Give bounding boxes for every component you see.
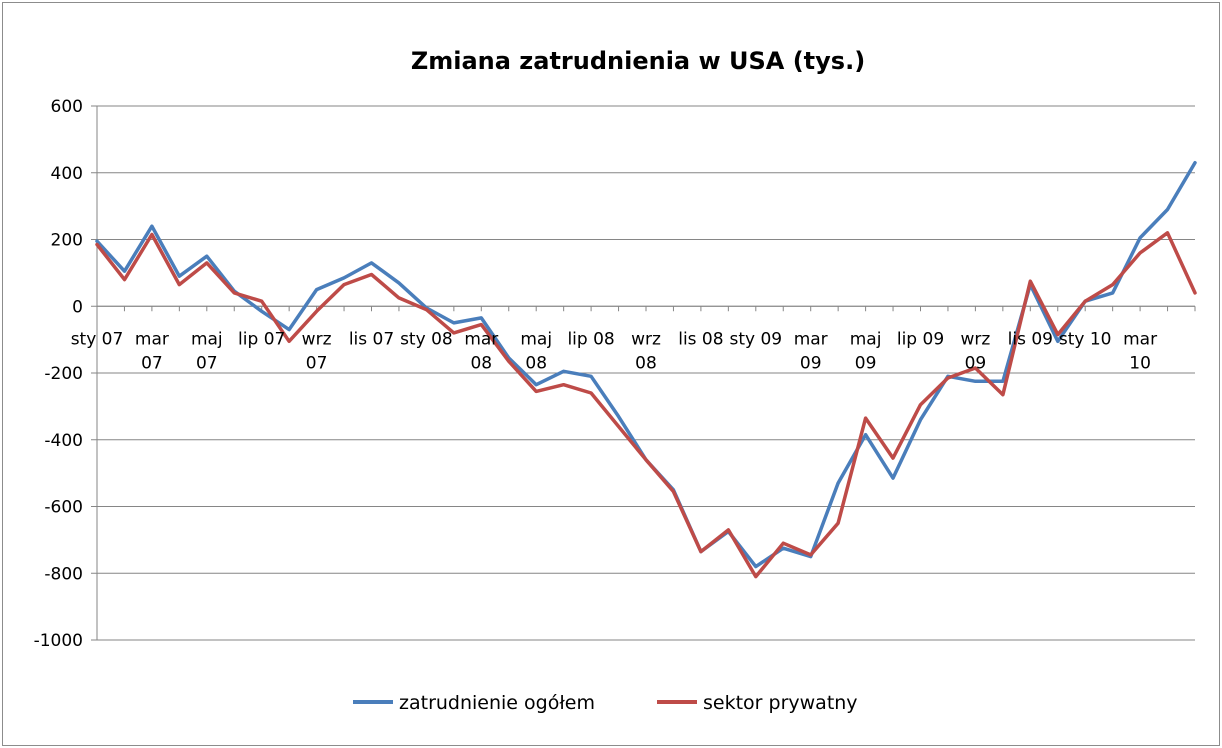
legend-label: sektor prywatny	[703, 692, 858, 714]
y-axis-tick-labels: 600 400 200 0 -200 -400 -600 -800 -1000	[34, 97, 83, 651]
y-tick-label: 400	[51, 164, 83, 184]
x-tick-label: sty 08	[400, 329, 453, 349]
legend-label: zatrudnienie ogółem	[399, 692, 595, 714]
legend-item-1: zatrudnienie ogółem	[353, 692, 595, 714]
x-tick-label: wrz 09	[960, 329, 990, 373]
x-axis-tick-labels: sty 07 mar 07 maj 07 lip 07 wrz 07 lis 07 sty 08 m…	[71, 329, 1157, 373]
x-tick-label: mar 07	[135, 329, 169, 373]
x-tick-label: lip 09	[897, 329, 944, 349]
x-tick-label: mar 08	[464, 329, 498, 373]
legend: zatrudnienie ogółem sektor prywatny	[353, 692, 858, 714]
y-tick-label: 200	[51, 231, 83, 251]
x-tick-label: lip 07	[238, 329, 285, 349]
series-line-2	[95, 231, 1197, 579]
x-tick-label: wrz 08	[631, 329, 661, 373]
y-tick-label: 0	[72, 297, 83, 317]
x-tick-label: maj 09	[850, 329, 882, 373]
series-lines	[95, 160, 1197, 579]
line-chart: Zmiana zatrudnienia w USA (tys.) 600 400 2…	[34, 47, 1197, 714]
x-tick-label: maj 07	[191, 329, 223, 373]
x-tick-label: lis 08	[678, 329, 723, 349]
axes	[91, 105, 1196, 641]
x-tick-label: lip 08	[567, 329, 614, 349]
y-tick-label: -800	[44, 564, 83, 584]
y-tick-label: 600	[51, 97, 83, 117]
x-tick-label: lis 07	[349, 329, 394, 349]
x-tick-label: sty 10	[1059, 329, 1112, 349]
y-tick-label: -200	[44, 364, 83, 384]
x-tick-label: lis 09	[1008, 329, 1053, 349]
x-tick-label: mar 09	[794, 329, 828, 373]
y-tick-label: -600	[44, 498, 83, 518]
x-tick-label: sty 07	[71, 329, 124, 349]
legend-item-2: sektor prywatny	[657, 692, 858, 714]
x-tick-label: sty 09	[729, 329, 782, 349]
y-tick-label: -400	[44, 431, 83, 451]
x-tick-label: wrz 07	[302, 329, 332, 373]
chart-title: Zmiana zatrudnienia w USA (tys.)	[411, 47, 865, 75]
x-tick-label: maj 08	[520, 329, 552, 373]
x-tick-label: mar 10	[1123, 329, 1157, 373]
y-tick-label: -1000	[34, 631, 83, 651]
